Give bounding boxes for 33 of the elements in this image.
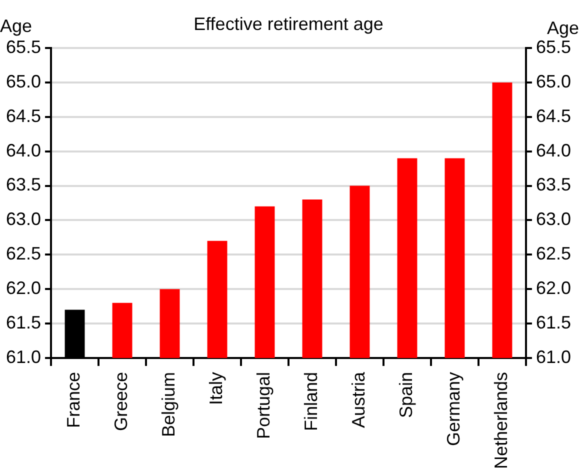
x-tick-label: Netherlands (491, 372, 512, 470)
y2-tick-label: 63.5 (536, 174, 572, 195)
x-tick-label: Portugal (254, 372, 274, 439)
y2-tick-label: 61.0 (536, 346, 572, 367)
chart-title: Effective retirement age (194, 14, 384, 34)
y2-tick-label: 62.5 (536, 244, 572, 264)
x-tick-label: Spain (396, 372, 416, 418)
x-tick-label: Greece (111, 372, 132, 431)
x-tick-label: Italy (206, 372, 226, 405)
y2-tick-label: 65.5 (536, 36, 572, 57)
x-tick-label: Finland (301, 372, 322, 431)
x-tick-label: Austria (348, 370, 369, 428)
y-tick-label: 64.5 (6, 106, 42, 126)
y-tick-label: 62.0 (6, 278, 42, 298)
y-axis-title: Age (0, 16, 32, 36)
y2-tick-label: 64.0 (536, 140, 572, 160)
y-tick-label: 65.5 (6, 36, 42, 57)
y2-tick-label: 64.5 (536, 106, 572, 126)
y-tick-label: 62.5 (6, 244, 42, 264)
y-tick-label: 61.5 (6, 312, 42, 332)
y2-tick-label: 63.0 (536, 209, 572, 230)
y2-axis-title: Age (546, 18, 580, 38)
y-tick-label: 63.5 (6, 174, 42, 195)
y2-tick-label: 61.5 (536, 312, 572, 332)
y2-tick-label: 65.0 (536, 71, 572, 92)
y-tick-label: 63.0 (6, 209, 42, 230)
x-tick-label: Germany (444, 372, 464, 446)
y-tick-label: 61.0 (6, 346, 42, 367)
y2-tick-label: 62.0 (536, 278, 572, 298)
y-tick-label: 64.0 (6, 140, 42, 160)
x-tick-label: France (64, 372, 84, 428)
y-tick-label: 65.0 (6, 71, 42, 92)
x-tick-label: Belgium (158, 372, 179, 437)
